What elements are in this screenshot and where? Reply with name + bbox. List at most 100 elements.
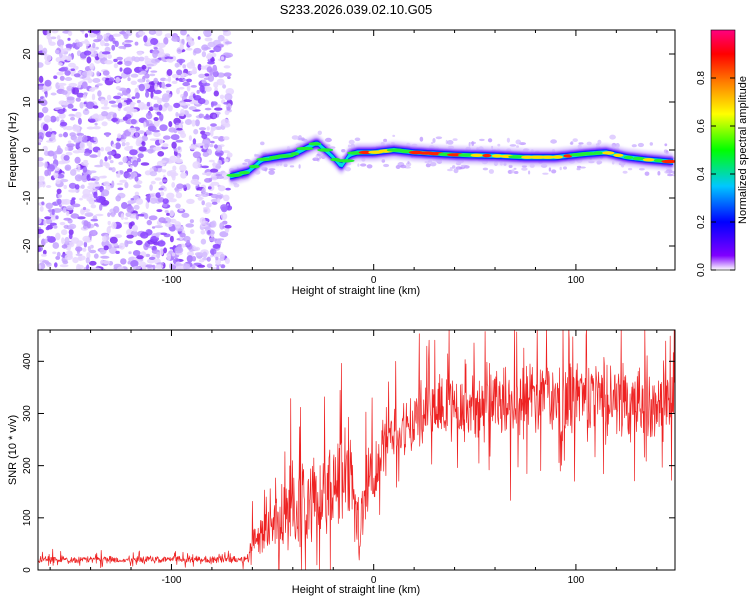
noise-blob	[223, 65, 231, 69]
noise-blob	[176, 113, 183, 117]
noise-blob	[193, 246, 201, 251]
noise-blob	[70, 68, 76, 71]
noise-blob	[116, 266, 125, 270]
ridge-halo-blob	[432, 138, 436, 143]
noise-blob	[63, 184, 67, 190]
noise-blob	[84, 108, 88, 111]
noise-blob	[224, 224, 232, 229]
noise-blob	[125, 212, 132, 218]
ridge-halo-blob	[312, 157, 320, 161]
ridge-halo-blob	[453, 168, 459, 174]
noise-blob	[114, 234, 122, 239]
ridge-core-spot	[482, 153, 492, 158]
noise-blob	[76, 132, 84, 137]
ridge-halo-blob	[431, 141, 434, 145]
noise-blob	[57, 62, 63, 66]
colorbar-tick-label: 0.2	[696, 215, 707, 229]
x-tick-label: 0	[371, 275, 377, 286]
noise-blob	[92, 42, 96, 49]
ridge-core-spot	[308, 142, 322, 146]
noise-blob	[66, 205, 75, 211]
ridge-halo-blob	[513, 171, 519, 174]
noise-blob	[102, 162, 109, 167]
noise-blob	[132, 224, 138, 232]
noise-blob	[93, 39, 101, 43]
noise-blob	[121, 202, 128, 209]
noise-blob	[146, 101, 151, 107]
noise-blob	[176, 127, 183, 131]
noise-blob	[59, 75, 65, 81]
ridge-halo-blob	[407, 160, 410, 165]
noise-blob	[107, 54, 112, 59]
noise-blob	[143, 121, 147, 128]
noise-blob	[222, 194, 230, 202]
noise-blob	[212, 267, 217, 270]
noise-blob	[65, 151, 73, 156]
noise-blob	[191, 264, 196, 269]
noise-blob	[170, 218, 177, 224]
noise-blob	[211, 249, 215, 257]
noise-blob	[212, 161, 216, 169]
noise-blob	[197, 36, 201, 40]
ridge-halo-blob	[628, 167, 633, 171]
noise-blob	[81, 81, 88, 89]
noise-blob	[169, 235, 174, 243]
noise-blob	[44, 54, 52, 62]
noise-blob	[214, 107, 223, 111]
noise-blob	[118, 242, 126, 250]
colorbar: 0.0 0.2 0.4 0.6 0.8 Normalized spectral ampl…	[696, 29, 749, 277]
noise-blob	[88, 182, 96, 186]
noise-blob	[56, 71, 64, 76]
noise-blob	[208, 177, 213, 182]
noise-blob	[146, 63, 155, 67]
noise-blob	[144, 73, 150, 79]
noise-blob	[216, 175, 224, 179]
noise-blob	[176, 183, 184, 189]
noise-blob	[216, 265, 220, 270]
noise-blob	[135, 92, 140, 99]
ridge-halo-blob	[513, 167, 517, 170]
noise-blob	[72, 87, 80, 95]
noise-blob	[107, 212, 111, 218]
noise-blob	[93, 50, 98, 55]
colorbar-tick-label: 0.6	[696, 119, 707, 133]
noise-blob	[196, 143, 205, 146]
noise-blob	[209, 254, 213, 258]
noise-blob	[75, 111, 82, 119]
noise-blob	[146, 39, 151, 46]
noise-blob	[227, 76, 231, 79]
noise-blob	[67, 250, 73, 258]
noise-blob	[113, 58, 118, 63]
ridge-core-spot	[290, 152, 300, 156]
spectrogram-y-label: Frequency (Hz)	[7, 112, 19, 188]
noise-blob	[38, 157, 44, 162]
ridge-halo-blob	[515, 139, 522, 145]
noise-blob	[208, 159, 215, 163]
noise-blob	[141, 64, 147, 70]
noise-blob	[133, 56, 141, 63]
noise-blob	[101, 51, 111, 55]
noise-blob	[103, 33, 107, 39]
noise-blob	[127, 93, 131, 98]
noise-blob	[129, 145, 133, 149]
noise-blob	[117, 133, 122, 139]
noise-blob	[148, 106, 154, 111]
noise-blob	[156, 111, 162, 116]
noise-blob	[217, 185, 226, 192]
noise-blob	[205, 202, 212, 208]
noise-blob	[76, 216, 86, 220]
noise-blob	[105, 77, 110, 81]
ridge-core-spot	[296, 146, 314, 151]
noise-blob	[218, 136, 225, 142]
ridge-core-spot	[248, 164, 260, 169]
noise-blob	[186, 78, 193, 83]
ridge-halo-blob	[470, 141, 477, 145]
ridge-halo-blob	[622, 170, 628, 174]
ridge-halo-blob	[435, 136, 443, 140]
ridge-halo-blob	[268, 170, 275, 175]
ridge-halo-blob	[672, 174, 675, 177]
noise-blob	[100, 40, 105, 47]
noise-blob	[117, 187, 124, 191]
noise-blob	[117, 61, 123, 65]
ridge-halo-blob	[649, 142, 653, 146]
